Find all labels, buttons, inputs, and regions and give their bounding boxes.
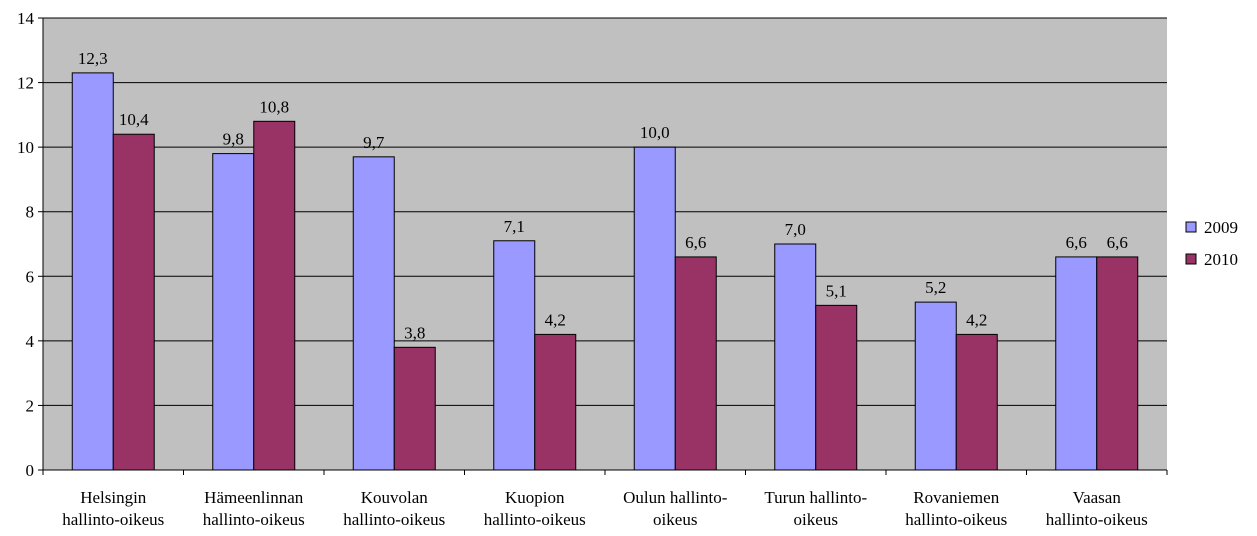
x-axis: Helsingin hallinto-oikeus Hämeenlinnan hall… bbox=[42, 469, 1168, 529]
y-tick-label: 2 bbox=[26, 396, 35, 415]
bar-2009 bbox=[71, 72, 114, 471]
x-tick-label: Turun hallinto- bbox=[764, 488, 867, 507]
x-tick-label: oikeus bbox=[794, 510, 838, 529]
data-label: 4,2 bbox=[966, 310, 987, 329]
legend-label: 2009 bbox=[1204, 218, 1238, 237]
legend-label: 2010 bbox=[1204, 250, 1238, 269]
data-label: 6,6 bbox=[685, 233, 706, 252]
data-label: 10,8 bbox=[259, 97, 289, 116]
x-tick-label: hallinto-oikeus bbox=[484, 510, 586, 529]
bar-2009 bbox=[774, 243, 817, 471]
x-tick-label: Oulun hallinto- bbox=[623, 488, 728, 507]
x-tick-label: hallinto-oikeus bbox=[343, 510, 445, 529]
bar-2010 bbox=[393, 346, 436, 471]
x-tick-label: oikeus bbox=[653, 510, 697, 529]
x-tick-label: Helsingin bbox=[80, 488, 147, 507]
bar-2010 bbox=[112, 133, 155, 471]
bar-2010 bbox=[815, 304, 858, 471]
bar-2009 bbox=[212, 153, 255, 471]
bar-2009 bbox=[914, 301, 957, 471]
data-label: 6,6 bbox=[1107, 233, 1128, 252]
y-tick-label: 0 bbox=[26, 461, 35, 480]
plot-area bbox=[43, 18, 1167, 470]
y-tick-label: 14 bbox=[17, 9, 35, 28]
bar-2010 bbox=[1096, 256, 1139, 471]
x-tick-label: Kuopion bbox=[505, 488, 565, 507]
data-label: 7,1 bbox=[504, 217, 525, 236]
data-label: 9,7 bbox=[363, 133, 385, 152]
x-tick-label: Kouvolan bbox=[361, 488, 429, 507]
x-tick-label: hallinto-oikeus bbox=[62, 510, 164, 529]
legend-swatch-2009 bbox=[1185, 221, 1197, 233]
data-label: 6,6 bbox=[1066, 233, 1087, 252]
bar-2010 bbox=[674, 256, 717, 471]
bars: 12,3 10,4 9,8 10,8 9,7 3,8 7,1 4,2 10,0 6,6 7,0 5,1… bbox=[71, 49, 1139, 471]
x-tick-label: hallinto-oikeus bbox=[1046, 510, 1148, 529]
data-label: 5,2 bbox=[925, 278, 946, 297]
bar-2009 bbox=[633, 146, 676, 471]
data-label: 5,1 bbox=[826, 281, 847, 300]
bar-2010 bbox=[534, 333, 577, 471]
legend-swatch-2010 bbox=[1185, 253, 1197, 265]
data-label: 9,8 bbox=[223, 130, 244, 149]
bar-2010 bbox=[955, 333, 998, 471]
y-tick-label: 8 bbox=[26, 203, 35, 222]
y-tick-label: 10 bbox=[17, 138, 34, 157]
bar-2009 bbox=[493, 240, 536, 471]
x-tick-label: hallinto-oikeus bbox=[905, 510, 1007, 529]
data-label: 10,4 bbox=[119, 110, 149, 129]
bar-2010 bbox=[253, 120, 296, 471]
data-label: 4,2 bbox=[545, 310, 566, 329]
x-tick-label: Hämeenlinnan bbox=[204, 488, 304, 507]
x-tick-label: hallinto-oikeus bbox=[203, 510, 305, 529]
bar-2009 bbox=[352, 156, 395, 471]
data-label: 7,0 bbox=[785, 220, 806, 239]
x-tick-label: Rovaniemen bbox=[913, 488, 999, 507]
bar-2009 bbox=[1055, 256, 1098, 471]
data-label: 12,3 bbox=[78, 49, 108, 68]
x-tick-label: Vaasan bbox=[1073, 488, 1122, 507]
y-tick-label: 4 bbox=[26, 332, 35, 351]
data-label: 3,8 bbox=[404, 323, 425, 342]
data-label: 10,0 bbox=[640, 123, 670, 142]
y-tick-label: 12 bbox=[17, 74, 34, 93]
y-axis: 0 2 4 6 8 10 12 14 bbox=[17, 9, 44, 480]
legend: 2009 2010 bbox=[1185, 218, 1238, 269]
y-tick-label: 6 bbox=[26, 267, 35, 286]
